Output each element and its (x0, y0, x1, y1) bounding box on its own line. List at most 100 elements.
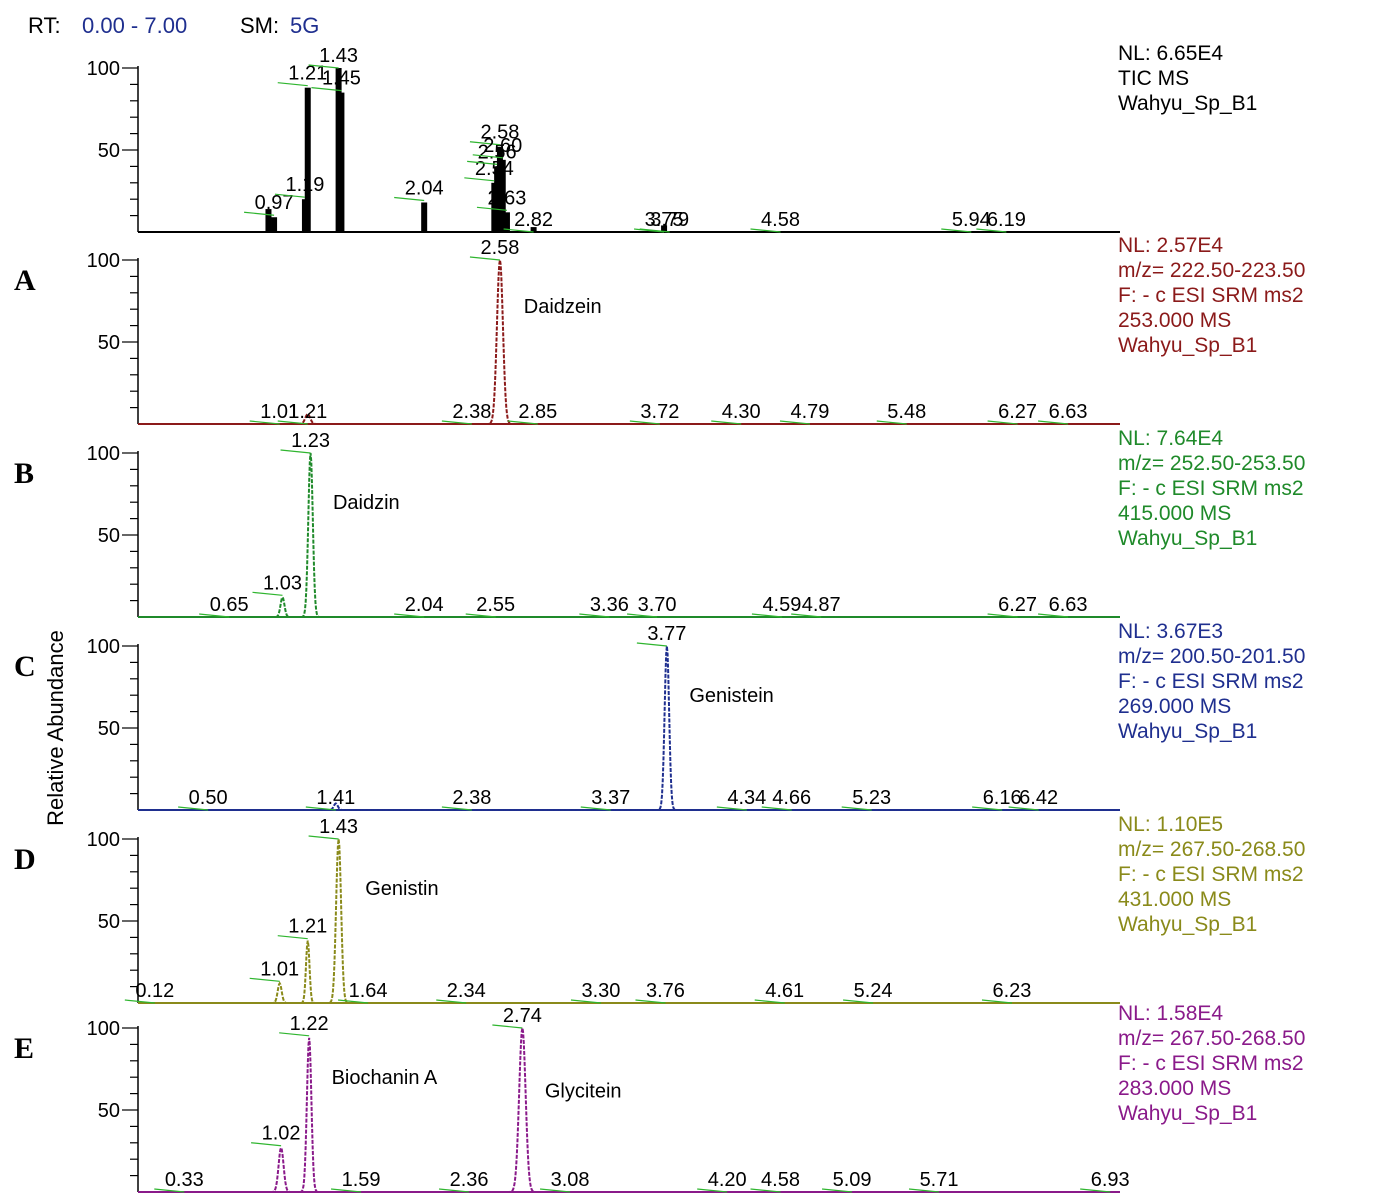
sm-value: 5G (290, 13, 319, 38)
peak-marker (252, 591, 283, 596)
peak-label: 1.22 (290, 1013, 329, 1035)
panel-e: 100 50 0.33 1.02 1.22 1.59 2.36 2.74 3.08 4.20 4.5… (14, 1002, 1305, 1193)
panel-a: 100 50 1.011.21 2.38 2.58 2.85 3.72 4.30 4.79 5.4… (14, 234, 1305, 425)
y-tick-label: 100 (87, 250, 120, 272)
info-line: F: - c ESI SRM ms2 (1118, 863, 1304, 886)
peak-label: 4.87 (802, 594, 841, 616)
peak-label: 6.27 (998, 594, 1037, 616)
trace-line (138, 645, 1120, 811)
peak-marker (305, 806, 336, 811)
peak-label: 2.04 (405, 594, 444, 616)
peak-marker (1008, 806, 1039, 811)
peak-marker (467, 160, 498, 165)
panel-d: 100 50 0.12 1.01 1.21 1.43 1.64 2.34 3.30 3.76 4.6… (14, 813, 1305, 1004)
peak-label: 1.21 (288, 916, 327, 938)
info-line: NL: 6.65E4 (1118, 42, 1223, 65)
peak-marker (636, 642, 667, 647)
info-line: 253.000 MS (1118, 309, 1231, 332)
peak-label: 2.58 (480, 237, 519, 259)
y-tick-label: 50 (98, 718, 120, 740)
peak-label: 1.19 (285, 174, 324, 196)
compound-label: Genistin (365, 878, 438, 900)
peak-label: 4.58 (761, 209, 800, 231)
peak-label: 4.66 (772, 787, 811, 809)
peak-marker (1080, 1188, 1111, 1193)
panel-letter: E (14, 1032, 34, 1065)
peak-marker (750, 228, 781, 233)
peak-marker (716, 806, 747, 811)
peak-marker (1038, 420, 1069, 425)
peak-marker (570, 999, 602, 1004)
peak-marker (639, 228, 670, 233)
peak-marker (761, 806, 792, 811)
panel-letter: B (14, 457, 34, 490)
peak-label: 3.79 (650, 209, 689, 231)
peak-label: 1.41 (316, 787, 355, 809)
peak-label: 3.36 (590, 594, 629, 616)
info-line: 431.000 MS (1118, 888, 1231, 911)
peak-bar (265, 209, 272, 232)
peak-marker (279, 1032, 310, 1037)
peak-label: 4.58 (761, 1169, 800, 1191)
peak-marker (841, 806, 872, 811)
peak-marker (1038, 613, 1069, 618)
peak-marker (436, 999, 467, 1004)
info-line: F: - c ESI SRM ms2 (1118, 477, 1304, 500)
peak-marker (976, 228, 1007, 233)
panel-letter: C (14, 650, 36, 683)
info-line: F: - c ESI SRM ms2 (1118, 284, 1304, 307)
rt-range: 0.00 - 7.00 (82, 13, 187, 38)
rt-label: RT: (28, 13, 61, 38)
peak-marker (750, 1188, 781, 1193)
peak-label: 5.24 (854, 980, 893, 1002)
peak-label: 6.19 (987, 209, 1026, 231)
peak-label: 2.56 (478, 141, 517, 163)
peak-label: 1.21 (288, 63, 327, 85)
peak-label: 1.01 (260, 401, 299, 423)
peak-bar (304, 87, 311, 233)
peak-bar (338, 92, 345, 232)
peak-label: 2.38 (452, 787, 491, 809)
peak-bar (271, 217, 278, 232)
peak-marker (507, 420, 538, 425)
compound-label: Glycitein (545, 1080, 622, 1102)
peak-label: 4.30 (722, 401, 761, 423)
trace-line (138, 259, 1120, 425)
y-axis-label: Relative Abundance (43, 630, 68, 826)
peak-marker (441, 806, 472, 811)
peak-label: 0.97 (255, 192, 294, 214)
info-line: NL: 1.10E5 (1118, 813, 1223, 836)
peak-marker (464, 177, 495, 182)
peak-marker (629, 420, 660, 425)
y-tick-label: 100 (87, 443, 120, 465)
peak-label: 1.03 (263, 572, 302, 594)
peak-label: 1.23 (291, 430, 330, 452)
info-line: NL: 2.57E4 (1118, 234, 1223, 257)
peak-marker (277, 935, 308, 940)
y-tick-label: 50 (98, 332, 120, 354)
info-line: Wahyu_Sp_B1 (1118, 92, 1257, 115)
compound-label: Daidzein (524, 296, 602, 318)
peak-label: 2.34 (447, 980, 486, 1002)
peak-marker (154, 1188, 185, 1193)
panel-c: 100 50 0.50 1.41 2.38 3.37 3.77 4.34 4.66 5.23 6.1… (14, 620, 1305, 811)
peak-label: 3.37 (591, 787, 630, 809)
info-line: Wahyu_Sp_B1 (1118, 527, 1257, 550)
peak-marker (503, 228, 534, 233)
y-tick-label: 50 (98, 911, 120, 933)
y-tick-label: 100 (87, 1018, 120, 1040)
peak-marker (579, 613, 610, 618)
peak-marker (394, 196, 425, 202)
peak-label: 1.45 (322, 68, 361, 90)
compound-label: Genistein (689, 685, 774, 707)
peak-marker (338, 999, 369, 1004)
peak-marker (274, 193, 305, 198)
peak-label: 3.72 (640, 401, 679, 423)
y-tick-label: 100 (87, 636, 120, 658)
panel-b: 100 50 0.65 1.03 1.23 2.04 2.55 3.36 3.70 4.59 4.8… (14, 427, 1305, 618)
compound-label: Daidzin (333, 492, 400, 514)
peak-label: 2.63 (487, 187, 526, 209)
peak-label: 5.94 (952, 209, 991, 231)
panel-letter: A (14, 264, 36, 297)
peak-marker (981, 999, 1013, 1004)
